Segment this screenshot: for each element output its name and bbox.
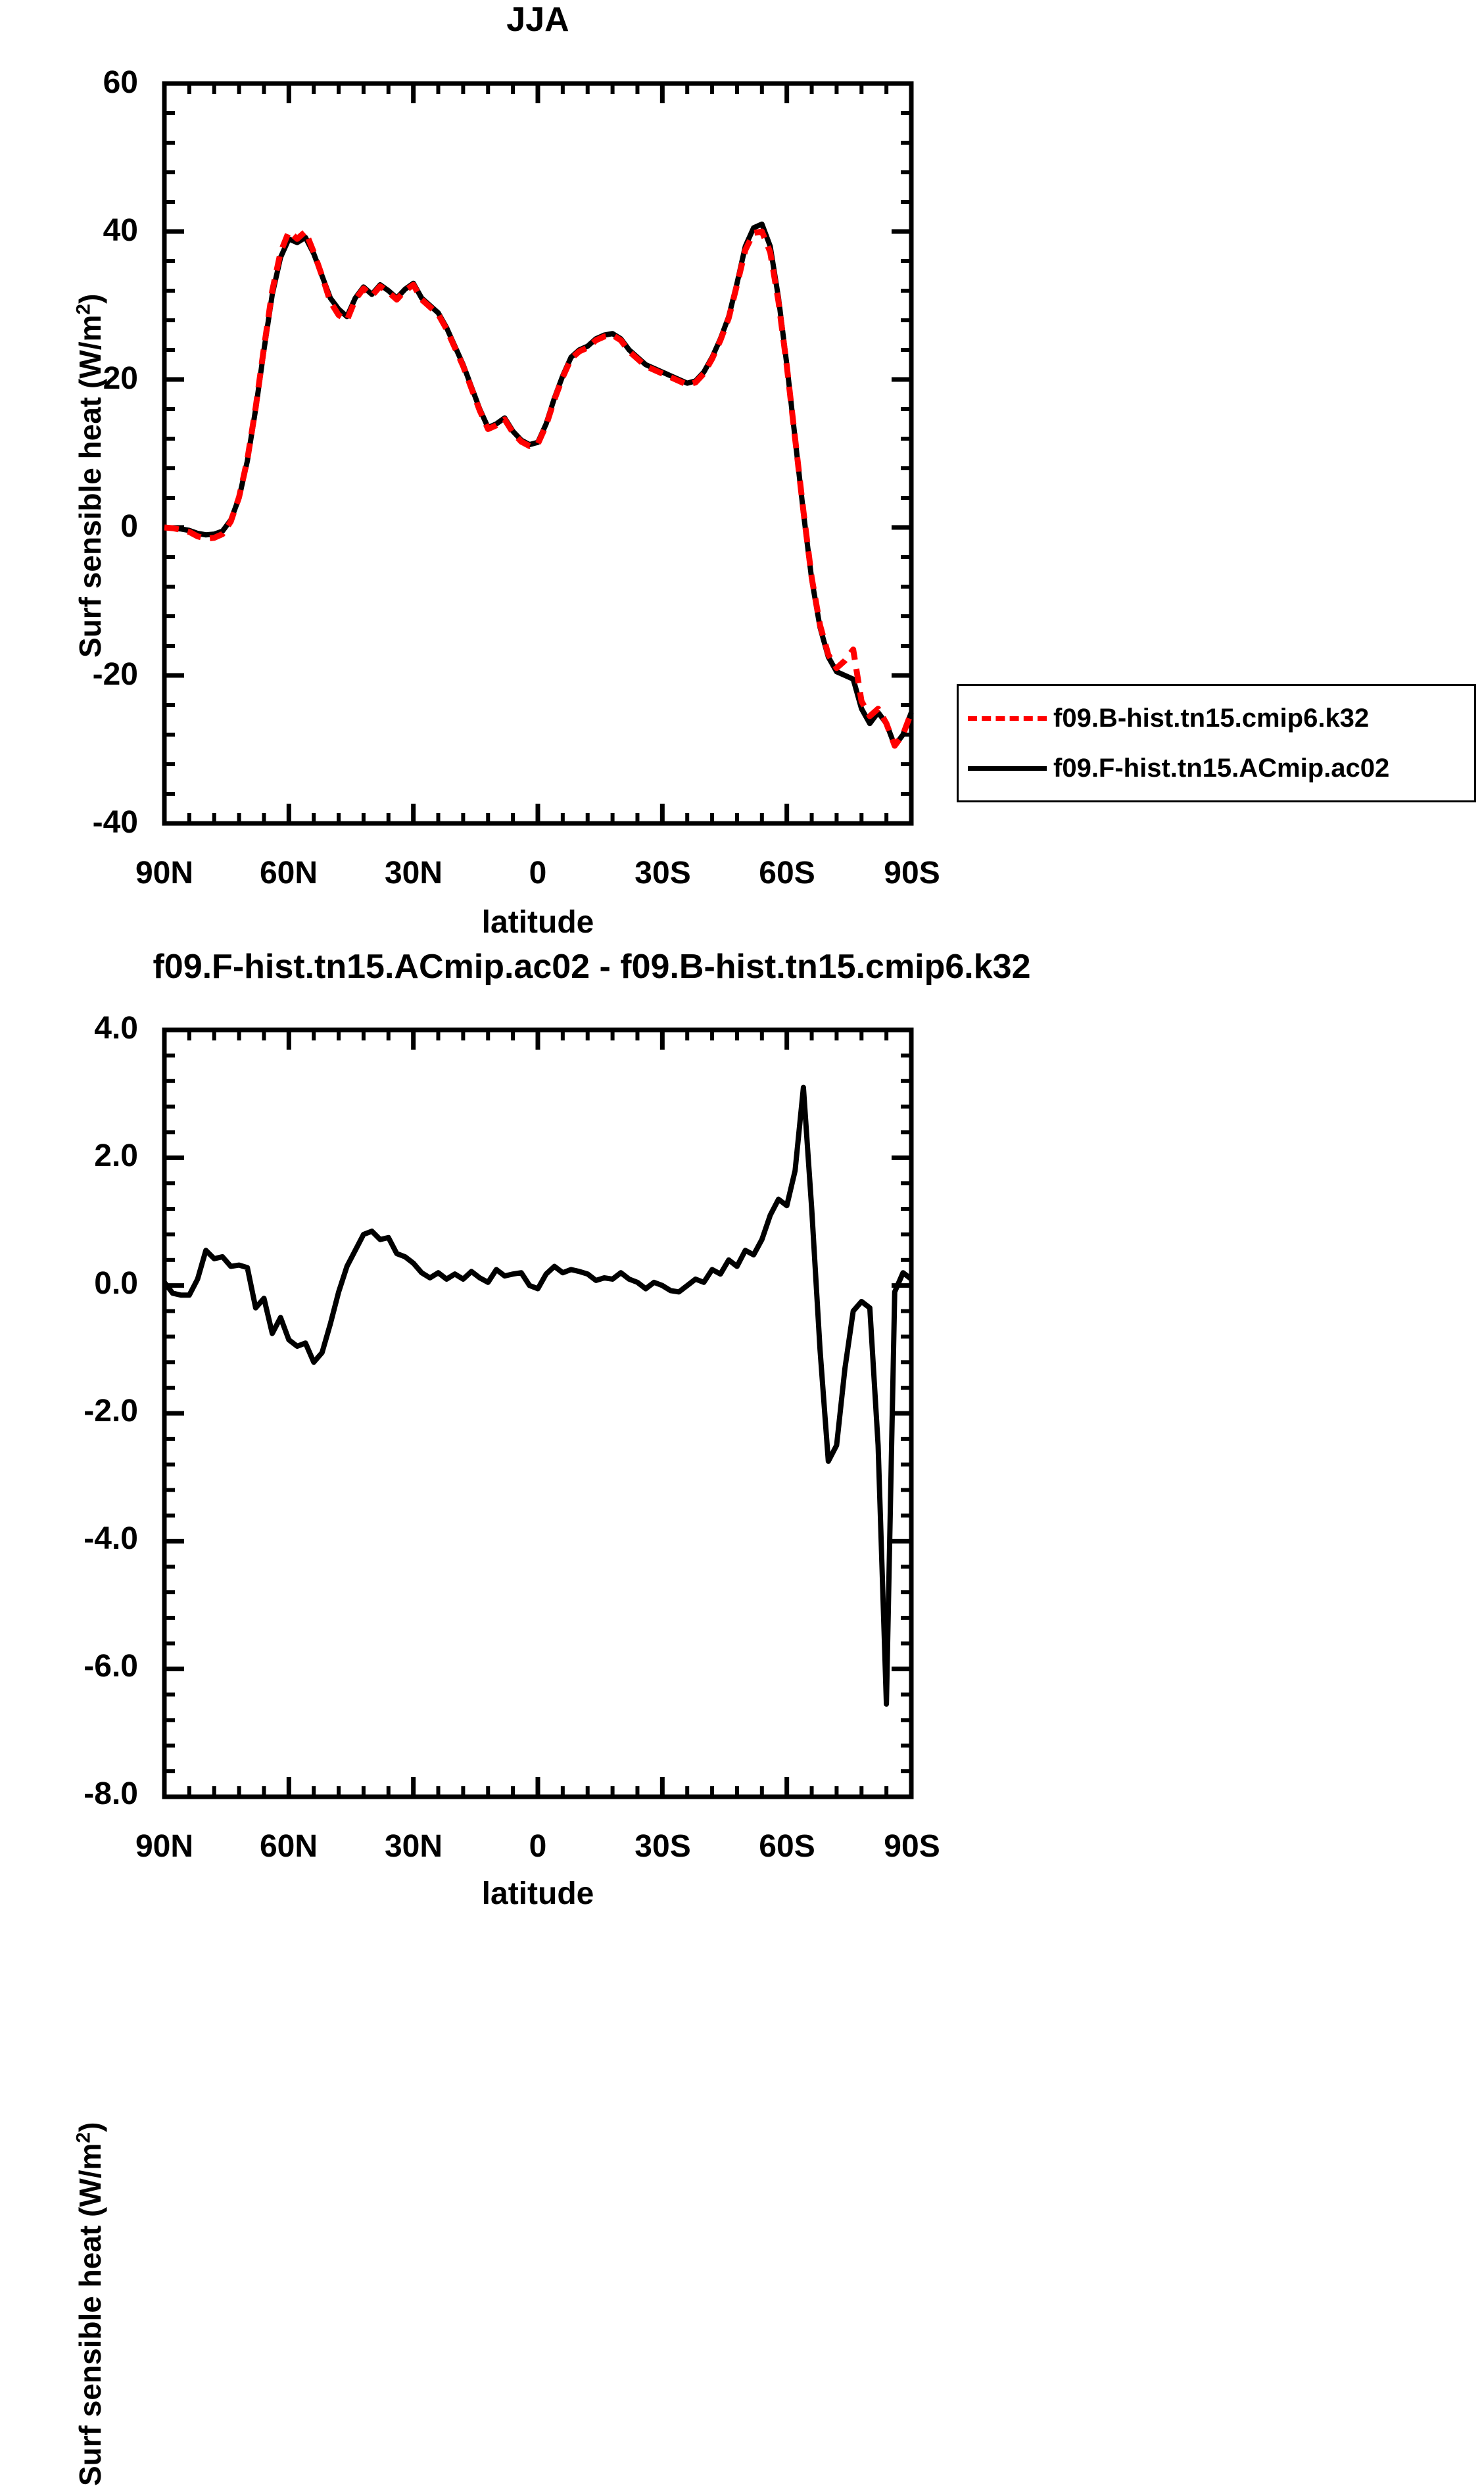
top-xtick-90N: 90N <box>135 856 194 890</box>
top-ytick-n20: -20 <box>92 657 138 692</box>
legend-label-reference: f09.B-hist.tn15.cmip6.k32 <box>1053 703 1370 733</box>
top-xtick-60N: 60N <box>259 856 318 890</box>
bottom-panel-y-axis-label: Surf sensible heat (W/m2) <box>72 2122 108 2486</box>
bottom-xtick-0: 0 <box>529 1829 547 1864</box>
top-ytick-n40: -40 <box>92 805 138 840</box>
panel-difference: f09.F-hist.tn15.ACmip.ac02 - f09.B-hist.… <box>0 947 1484 2486</box>
top-ytick-20: 20 <box>103 361 138 396</box>
top-ytick-0: 0 <box>120 509 138 544</box>
top-panel-plot-area <box>162 81 915 826</box>
bottom-ytick-0: 0.0 <box>94 1266 138 1301</box>
bottom-ytick-n2: -2.0 <box>84 1394 138 1428</box>
bottom-panel-x-axis-label: latitude <box>481 1876 594 1911</box>
bottom-ytick-n6: -6.0 <box>84 1649 138 1684</box>
top-ytick-60: 60 <box>103 65 138 100</box>
top-xtick-30S: 30S <box>634 856 691 890</box>
bottom-panel-plot-area <box>162 1027 914 1799</box>
panel-jja: JJA Surf sensible heat (W/m2) 60 40 20 0… <box>0 0 1484 947</box>
y-axis-label-exponent: 2 <box>72 2132 95 2143</box>
bottom-xtick-60N: 60N <box>259 1829 318 1864</box>
bottom-xtick-90N: 90N <box>135 1829 194 1864</box>
legend-entry-reference: f09.B-hist.tn15.cmip6.k32 <box>959 693 1474 743</box>
legend-solid-line-icon <box>968 766 1047 771</box>
legend-entry-comparison: f09.F-hist.tn15.ACmip.ac02 <box>959 743 1474 793</box>
bottom-xtick-90S: 90S <box>884 1829 940 1864</box>
bottom-panel-title: f09.F-hist.tn15.ACmip.ac02 - f09.B-hist.… <box>153 948 1031 986</box>
top-panel-x-axis-label: latitude <box>481 905 594 940</box>
bottom-ytick-n8: -8.0 <box>84 1776 138 1811</box>
bottom-ytick-2: 2.0 <box>94 1138 138 1173</box>
bottom-xtick-30S: 30S <box>634 1829 691 1864</box>
bottom-xtick-30N: 30N <box>384 1829 443 1864</box>
top-xtick-30N: 30N <box>384 856 443 890</box>
top-ytick-40: 40 <box>103 213 138 248</box>
bottom-ytick-4: 4.0 <box>94 1011 138 1046</box>
top-xtick-90S: 90S <box>884 856 940 890</box>
top-xtick-0: 0 <box>529 856 547 890</box>
y-axis-label-text: Surf sensible heat (W/m <box>73 2143 107 2486</box>
y-axis-label-close-paren: ) <box>73 2122 107 2132</box>
bottom-xtick-60S: 60S <box>759 1829 815 1864</box>
top-panel-title: JJA <box>506 1 569 39</box>
legend-dashed-line-icon <box>968 716 1047 721</box>
legend: f09.B-hist.tn15.cmip6.k32 f09.F-hist.tn1… <box>957 684 1476 802</box>
bottom-ytick-n4: -4.0 <box>84 1521 138 1556</box>
top-xtick-60S: 60S <box>759 856 815 890</box>
legend-label-comparison: f09.F-hist.tn15.ACmip.ac02 <box>1053 753 1390 783</box>
